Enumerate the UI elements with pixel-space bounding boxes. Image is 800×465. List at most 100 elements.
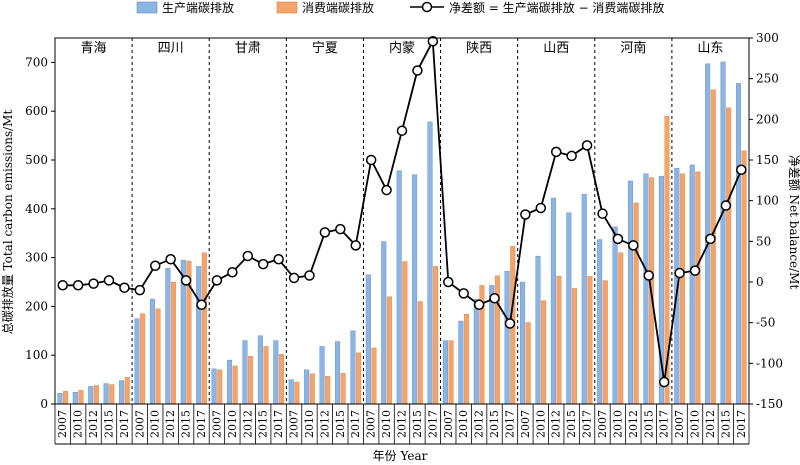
bar-consumption [232, 365, 238, 405]
bar-consumption [124, 376, 130, 405]
net-point [350, 240, 361, 251]
x-year-label: 2012 [704, 410, 717, 438]
net-point [72, 280, 84, 291]
x-year-label: 2017 [658, 410, 671, 438]
bar-production [442, 340, 448, 405]
bar-consumption [155, 308, 161, 405]
bar-consumption [417, 301, 423, 405]
bar-consumption [402, 261, 408, 405]
x-year-label: 2012 [396, 410, 409, 438]
x-year-label: 2017 [272, 410, 285, 438]
bar-production [412, 174, 418, 405]
bar-consumption [741, 150, 747, 405]
y-left-tick-label: 600 [25, 104, 48, 118]
bar-consumption [618, 252, 624, 405]
x-year-label: 2010 [149, 410, 162, 438]
bar-consumption [93, 385, 99, 405]
x-year-label: 2007 [133, 410, 146, 438]
bar-production [227, 359, 233, 405]
bar-production [242, 340, 248, 405]
bar-production [304, 369, 310, 405]
net-point [597, 208, 608, 219]
bar-production [720, 61, 726, 405]
net-point [335, 223, 346, 235]
net-point [88, 278, 99, 289]
y-right-tick-label: 50 [756, 234, 771, 248]
province-label: 四川 [158, 41, 184, 56]
x-year-label: 2007 [210, 410, 223, 438]
legend-label-net: 净差额 = 生产端碳排放 − 消费端碳排放 [449, 0, 664, 15]
net-point [396, 125, 408, 136]
bar-production [149, 298, 155, 405]
bar-consumption [170, 281, 176, 405]
legend-marker-net [421, 1, 433, 13]
bar-production [88, 386, 94, 405]
bar-production [72, 392, 78, 405]
y-right-tick-label: 100 [756, 194, 779, 208]
x-year-label: 2010 [534, 410, 547, 438]
net-point [566, 150, 577, 162]
bar-consumption [710, 89, 716, 405]
net-point [57, 280, 68, 291]
legend-swatch-consumption [276, 1, 298, 14]
net-point [520, 209, 531, 220]
y-right-tick-label: -150 [756, 397, 783, 411]
net-point [180, 275, 192, 286]
x-year-label: 2017 [118, 410, 131, 438]
bar-production [643, 173, 649, 405]
bar-consumption [525, 322, 531, 405]
x-year-label: 2010 [72, 410, 85, 438]
net-point [412, 65, 423, 76]
bar-consumption [448, 340, 454, 405]
x-year-label: 2007 [288, 410, 301, 438]
bar-consumption [463, 314, 470, 405]
bar-consumption [556, 275, 562, 405]
bar-consumption [433, 266, 439, 405]
y-right-tick-label: 300 [756, 31, 779, 45]
bar-production [257, 335, 263, 405]
bar-consumption [248, 355, 254, 405]
bar-consumption [679, 173, 685, 405]
bar-production [396, 170, 402, 405]
net-point [119, 282, 130, 293]
x-tick-layer: 2007 2010 2012 2015 2017 2007 2010 2012 2015 2017… [54, 404, 750, 445]
x-year-label: 2007 [673, 410, 686, 438]
net-point [273, 253, 284, 265]
net-point [674, 267, 685, 279]
net-point [103, 275, 115, 286]
x-year-label: 2012 [241, 410, 254, 438]
axis-layer: 0 100 200 300 400 500 600 700 -150 -100 -50 0 50 100 1… [25, 31, 783, 411]
x-year-label: 2015 [102, 410, 115, 438]
bar-consumption [602, 280, 608, 405]
province-label: 宁夏 [312, 40, 338, 56]
bar-consumption [278, 354, 284, 405]
y-right-tick-label: 150 [756, 153, 779, 167]
net-point [643, 270, 655, 281]
plot-frame [54, 37, 750, 405]
bar-production [612, 226, 618, 405]
y-left-tick-label: 0 [40, 397, 48, 411]
x-year-label: 2010 [689, 410, 702, 438]
bar-production [165, 268, 171, 405]
x-year-label: 2017 [735, 410, 748, 438]
y-right-tick-label: 250 [756, 72, 779, 86]
bar-production [119, 380, 125, 405]
bar-production [566, 212, 572, 405]
separator-layer [131, 38, 673, 404]
y-left-tick-label: 100 [25, 348, 48, 362]
bar-production [504, 271, 510, 405]
bar-production [427, 121, 433, 405]
y-right-tick-label: 0 [756, 275, 764, 289]
bar-consumption [325, 375, 331, 405]
bar-production [57, 393, 63, 405]
bar-production [550, 197, 556, 405]
x-year-label: 2012 [87, 410, 100, 438]
y-right-tick-label: 200 [756, 112, 779, 126]
province-label: 山东 [697, 41, 723, 56]
bar-consumption [371, 347, 377, 405]
x-year-label: 2015 [642, 410, 655, 438]
province-label: 甘肃 [235, 41, 261, 56]
net-point [196, 299, 207, 311]
net-point [535, 202, 547, 214]
bar-consumption [633, 202, 639, 405]
